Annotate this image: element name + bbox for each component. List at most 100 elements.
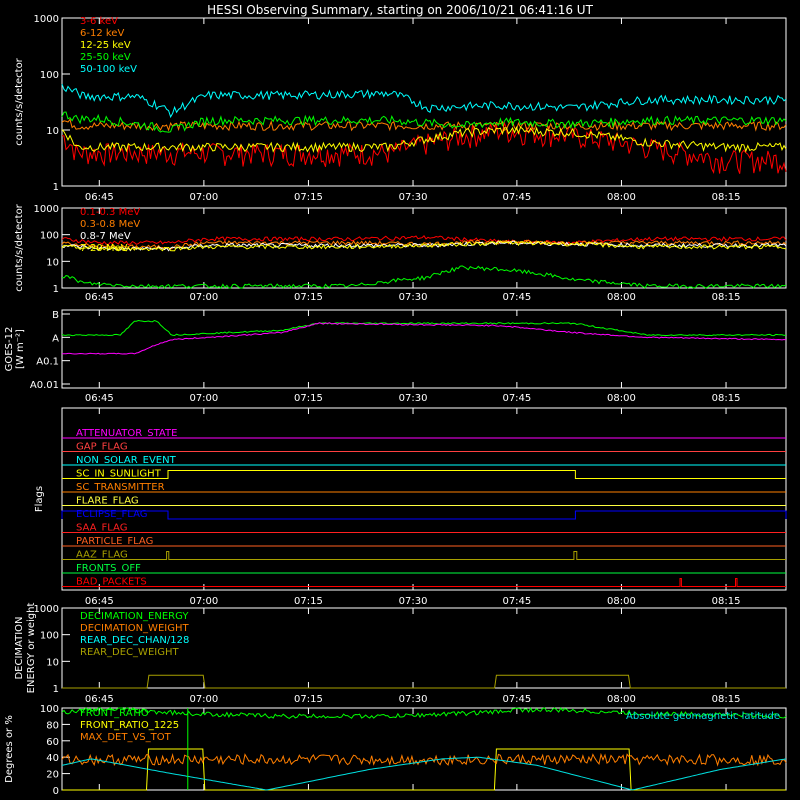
ratios-legend-entry: FRONT_RATIO_1225 <box>80 720 179 731</box>
decimation-ytick-label: 1000 <box>34 604 59 615</box>
decimation-ytick-label: 10 <box>46 657 59 668</box>
flag-label: SC_IN_SUNLIGHT <box>76 469 162 480</box>
time-tick-label: 08:00 <box>607 192 636 203</box>
time-tick-label: 08:15 <box>712 596 741 607</box>
time-tick-label: 07:45 <box>502 596 531 607</box>
high-energy-ytick-label: 10 <box>46 257 59 268</box>
time-tick-label: 08:00 <box>607 694 636 705</box>
time-tick-label: 07:45 <box>502 393 531 404</box>
ratios-series-line <box>61 756 787 791</box>
decimation-legend-entry: DECIMATION_WEIGHT <box>80 623 189 634</box>
decimation-ytick-label: 1 <box>53 684 59 695</box>
time-tick-label: 06:45 <box>85 192 114 203</box>
flags-ylabel: Flags <box>34 486 45 512</box>
low-energy-legend-entry: 12-25 keV <box>80 40 131 51</box>
time-tick-label: 06:45 <box>85 292 114 303</box>
ratios-ytick-label: 100 <box>40 704 59 715</box>
goes-ytick-label: B <box>52 310 59 321</box>
time-tick-label: 07:15 <box>294 694 323 705</box>
high-energy-legend-entry: 0.1-0.3 MeV <box>80 207 140 218</box>
flag-line <box>61 510 787 520</box>
flag-line <box>62 470 786 479</box>
goes-ytick-label: A0.1 <box>36 357 59 368</box>
time-tick-label: 08:00 <box>607 596 636 607</box>
low-energy-series-line <box>61 111 787 133</box>
time-tick-label: 07:15 <box>294 596 323 607</box>
high-energy-legend-entry: 0.3-0.8 MeV <box>80 219 140 230</box>
ratios-legend-entry: FRONT_RATIO <box>80 708 149 719</box>
ratios-series-line <box>61 752 787 767</box>
time-tick-label: 07:30 <box>399 596 428 607</box>
figure-title: HESSI Observing Summary, starting on 200… <box>207 3 593 17</box>
flag-label: AAZ_FLAG <box>76 550 128 561</box>
flag-label: ATTENUATOR_STATE <box>76 428 177 439</box>
high-energy-series-line <box>61 235 787 246</box>
ratios-annotation: Absolute geomagnetic latitude <box>626 711 780 722</box>
decimation-series-line <box>62 674 786 689</box>
goes-ylabel: GOES-12 <box>4 327 15 372</box>
high-energy-ytick-label: 100 <box>40 231 59 242</box>
time-tick-label: 08:00 <box>607 292 636 303</box>
time-tick-label: 07:00 <box>189 694 218 705</box>
flag-line <box>62 551 786 560</box>
flags-frame <box>61 407 787 591</box>
ratios-legend-entry: MAX_DET_VS_TOT <box>80 732 172 743</box>
time-tick-label: 08:00 <box>607 393 636 404</box>
decimation-ylabel: ENERGY or weight <box>26 603 37 694</box>
ratios-ytick-label: 80 <box>46 720 59 731</box>
time-tick-label: 07:00 <box>189 192 218 203</box>
time-tick-label: 07:30 <box>399 694 428 705</box>
goes-ytick-label: A <box>52 333 59 344</box>
high-energy-ytick-label: 1000 <box>34 204 59 215</box>
decimation-legend-entry: REAR_DEC_CHAN/128 <box>80 635 189 646</box>
high-energy-series-line <box>61 265 787 289</box>
high-energy-legend-entry: 0.8-7 MeV <box>80 231 131 242</box>
time-tick-label: 07:00 <box>189 292 218 303</box>
time-tick-label: 07:45 <box>502 192 531 203</box>
flag-label: SC_TRANSMITTER <box>76 482 165 493</box>
high-energy-ylabel: counts/s/detector <box>14 203 25 291</box>
decimation-ytick-label: 100 <box>40 631 59 642</box>
time-tick-label: 07:00 <box>189 596 218 607</box>
goes-ytick-label: A0.01 <box>30 380 59 391</box>
time-tick-label: 07:00 <box>189 393 218 404</box>
decimation-legend-entry: DECIMATION_ENERGY <box>80 611 189 622</box>
flag-label: FLARE_FLAG <box>76 496 139 507</box>
flag-label: SAA_FLAG <box>76 523 127 534</box>
goes-frame <box>61 309 787 389</box>
ratios-ytick-label: 60 <box>46 737 59 748</box>
flag-line <box>62 578 786 587</box>
ratios-series-line <box>61 707 787 719</box>
low-energy-series-line <box>61 125 787 154</box>
high-energy-legend-entry: 7-20 MeV <box>80 243 128 254</box>
time-tick-label: 06:45 <box>85 596 114 607</box>
time-tick-label: 08:15 <box>712 292 741 303</box>
time-tick-label: 08:15 <box>712 694 741 705</box>
low-energy-ylabel: counts/s/detector <box>14 57 25 145</box>
goes-ylabel: [W m⁻²] <box>15 329 26 369</box>
ratios-ytick-label: 20 <box>46 770 59 781</box>
time-tick-label: 07:45 <box>502 694 531 705</box>
flag-label: FRONTS_OFF <box>76 563 141 574</box>
time-tick-label: 07:45 <box>502 292 531 303</box>
flag-label: NON_SOLAR_EVENT <box>76 455 177 466</box>
low-energy-legend-entry: 50-100 keV <box>80 64 137 75</box>
low-energy-ytick-label: 10 <box>46 126 59 137</box>
ratios-series-line <box>62 748 786 791</box>
low-energy-legend-entry: 25-50 keV <box>80 52 131 63</box>
ratios-ytick-label: 40 <box>46 753 59 764</box>
low-energy-series-line <box>61 118 787 132</box>
time-tick-label: 07:30 <box>399 192 428 203</box>
goes-series-line <box>61 319 787 337</box>
time-tick-label: 06:45 <box>85 393 114 404</box>
low-energy-ytick-label: 1 <box>53 182 59 193</box>
time-tick-label: 07:30 <box>399 393 428 404</box>
time-tick-label: 06:45 <box>85 694 114 705</box>
decimation-ylabel: DECIMATION <box>14 616 25 679</box>
flag-label: ECLIPSE_FLAG <box>76 509 147 520</box>
low-energy-frame <box>61 17 787 187</box>
low-energy-legend-entry: 3-6 keV <box>80 16 118 27</box>
high-energy-series-line <box>61 240 787 252</box>
time-tick-label: 07:15 <box>294 192 323 203</box>
